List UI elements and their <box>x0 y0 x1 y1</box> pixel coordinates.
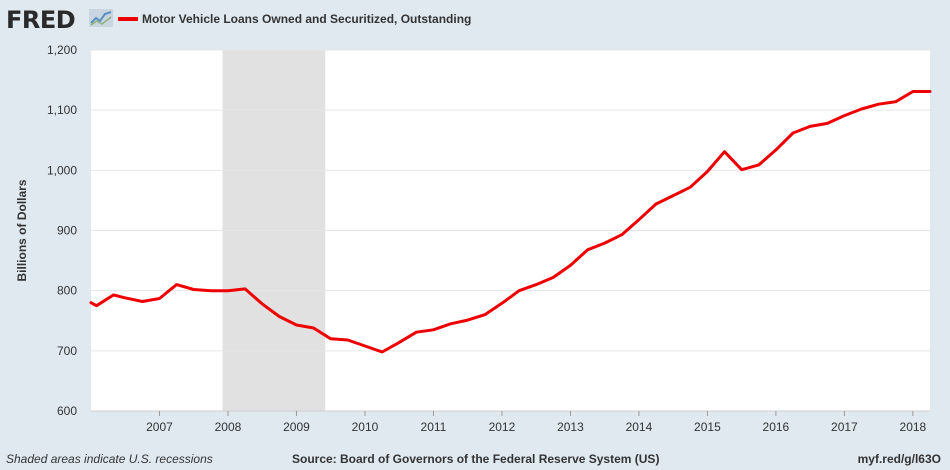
y-axis-label: Billions of Dollars <box>15 179 29 281</box>
short-link[interactable]: myf.red/g/l63O <box>857 452 941 466</box>
x-tick-label: 2018 <box>900 420 927 434</box>
chart-legend[interactable]: Motor Vehicle Loans Owned and Securitize… <box>118 12 471 26</box>
y-tick-label: 700 <box>57 344 77 358</box>
recession-note: Shaded areas indicate U.S. recessions <box>6 452 213 466</box>
series-line <box>89 90 932 354</box>
y-tick-label: 900 <box>57 224 77 238</box>
x-axis-ticks: 2007 2008 2009 2010 2011 2012 2013 2014 2015 2016… <box>146 411 927 434</box>
chart-header: FRED Motor Vehicle Loans Owned and Secur… <box>0 0 950 40</box>
legend-swatch <box>118 17 138 21</box>
y-tick-label: 1,000 <box>47 163 77 177</box>
x-tick-label: 2014 <box>626 420 653 434</box>
series-layer <box>89 90 932 354</box>
x-tick-label: 2010 <box>352 420 379 434</box>
y-axis-ticks: 600 700 800 900 1,000 1,100 1,200 <box>47 43 77 418</box>
x-tick-label: 2012 <box>489 420 516 434</box>
y-tick-label: 1,100 <box>47 103 77 117</box>
x-tick-label: 2007 <box>146 420 173 434</box>
y-tick-label: 800 <box>57 284 77 298</box>
x-tick-label: 2013 <box>557 420 584 434</box>
fred-logo[interactable]: FRED <box>6 6 76 34</box>
x-tick-label: 2009 <box>283 420 310 434</box>
chart-footer: Shaded areas indicate U.S. recessions So… <box>0 452 950 470</box>
gridlines <box>91 49 930 412</box>
y-tick-label: 600 <box>57 404 77 418</box>
legend-label: Motor Vehicle Loans Owned and Securitize… <box>142 12 472 26</box>
x-tick-label: 2008 <box>215 420 242 434</box>
x-tick-label: 2011 <box>421 420 447 434</box>
y-tick-label: 1,200 <box>47 43 77 57</box>
x-tick-label: 2015 <box>694 420 721 434</box>
line-chart: 600 700 800 900 1,000 1,100 1,200 2007 2008 2009… <box>15 43 932 434</box>
x-tick-label: 2016 <box>763 420 790 434</box>
chart-logo-icon <box>89 9 113 27</box>
x-tick-label: 2017 <box>831 420 858 434</box>
source-credit: Source: Board of Governors of the Federa… <box>292 452 660 466</box>
